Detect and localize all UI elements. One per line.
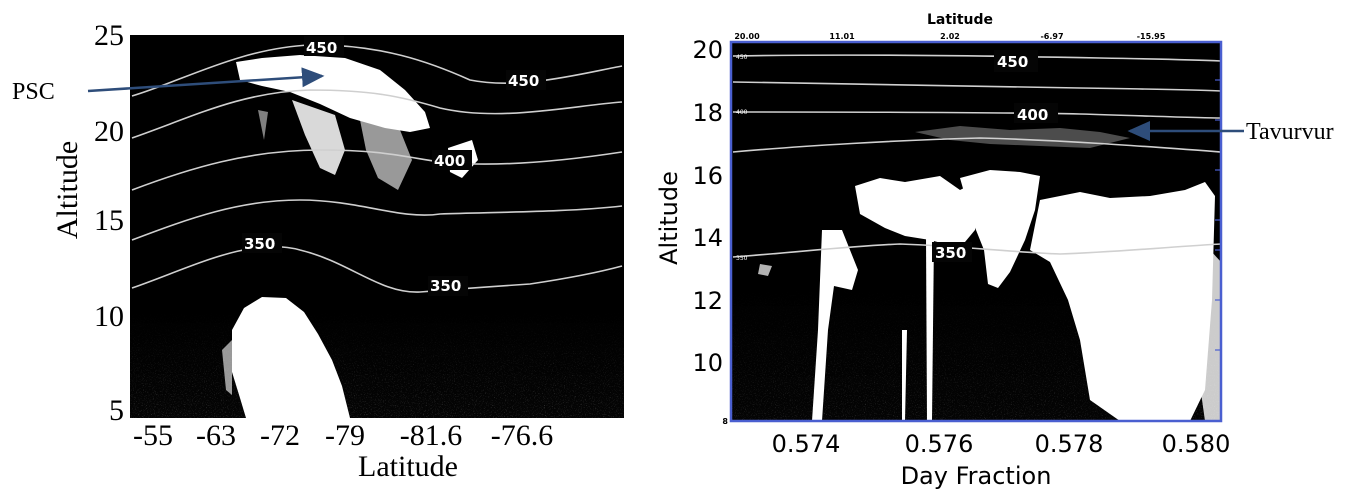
left-y-axis-label: Altitude	[51, 141, 84, 239]
right-chart: 450 400 350 450 400 350 Latitude	[655, 12, 1334, 490]
top-axis-ticks: 20.00 11.01 2.02 -6.97 -15.95	[734, 32, 1165, 41]
left-y-ticks: 5 10 15 20 25	[94, 19, 124, 427]
right-frame	[729, 40, 1223, 423]
cloud-mass-left	[855, 176, 980, 248]
right-x-ticks: 0.574 0.576 0.578 0.580	[772, 430, 1231, 458]
left-y-tick-label: 20	[94, 115, 124, 148]
top-axis-label: Latitude	[927, 12, 993, 28]
left-y-tick-label: 5	[109, 394, 124, 427]
cloud-column-3	[902, 330, 907, 421]
cloud-column-4	[1182, 250, 1221, 421]
left-plot-area: 450 450 400 350 350	[130, 35, 624, 418]
right-y-tick-label: 12	[692, 287, 723, 315]
left-y-tick-label: 15	[94, 204, 124, 237]
left-y-tick-label: 25	[94, 19, 124, 52]
right-y-ticks: 10 12 14 16 18 20	[692, 36, 723, 377]
left-chart: 450 450 400 350 350 5 10 15 20 25 Altitu…	[12, 19, 624, 483]
right-x-tick-label: 0.576	[905, 430, 974, 458]
right-x-tick-label: 0.574	[772, 430, 841, 458]
right-cloud-regions	[758, 170, 1221, 421]
contour-upper-mid	[131, 89, 623, 139]
contour-mid-low	[131, 199, 623, 241]
right-y-tick-label: 18	[692, 99, 723, 127]
left-x-tick-label: -55	[133, 419, 173, 452]
left-x-axis-label: Latitude	[358, 450, 458, 483]
left-contours	[131, 44, 623, 293]
right-y-min-label: 8	[722, 417, 728, 426]
right-plot-area: 450 400 350 450 400 350	[729, 40, 1223, 423]
contour-450	[131, 44, 623, 97]
right-x-tick-label: 0.580	[1162, 430, 1231, 458]
psc-arrow	[87, 67, 325, 93]
psc-cloud	[236, 55, 430, 132]
left-y-tick-label: 10	[94, 300, 124, 333]
right-y-tick-label: 16	[692, 162, 723, 190]
contour-upper	[732, 137, 1222, 153]
left-contour-label: 350	[244, 235, 275, 253]
left-x-tick-label: -81.6	[400, 419, 463, 452]
right-contour-label: 400	[1017, 106, 1048, 124]
top-tick-label: 20.00	[734, 32, 760, 41]
right-y-tick-label: 20	[692, 36, 723, 64]
right-x-axis-label: Day Fraction	[901, 462, 1052, 490]
right-contour-labels: 450 400 350	[932, 50, 1058, 262]
psc-annotation: PSC	[12, 79, 55, 105]
cloud-column-1	[812, 230, 858, 421]
small-cloud	[758, 264, 772, 276]
left-x-tick-label: -72	[260, 419, 300, 452]
tavurvur-annotation: Tavurvur	[1246, 119, 1334, 145]
left-contour-label: 400	[434, 152, 465, 170]
right-frame-ticks	[1215, 79, 1221, 351]
low-cloud	[232, 297, 350, 418]
left-x-tick-label: -79	[325, 419, 365, 452]
top-tick-label: -6.97	[1040, 32, 1063, 41]
right-y-tick-label: 14	[692, 224, 723, 252]
left-contour-label: 450	[508, 72, 539, 90]
contour-350	[732, 243, 1222, 258]
top-tick-label: -15.95	[1137, 32, 1166, 41]
left-contour-label: 450	[306, 39, 337, 57]
cloud-column-2	[926, 236, 934, 421]
left-x-tick-label: -63	[196, 419, 236, 452]
left-x-ticks: -55 -63 -72 -79 -81.6 -76.6	[133, 419, 553, 452]
left-contour-label: 350	[430, 277, 461, 295]
left-cloud-regions	[222, 55, 478, 418]
cloud-mass-center	[960, 170, 1040, 288]
right-small-contour-label: 350	[736, 255, 748, 262]
contour-425	[732, 81, 1222, 92]
left-x-tick-label: -76.6	[491, 419, 554, 452]
right-small-contour-label: 400	[736, 109, 748, 116]
right-y-tick-label: 10	[692, 349, 723, 377]
top-tick-label: 11.01	[829, 32, 855, 41]
right-contour-label: 350	[935, 244, 966, 262]
left-contour-labels: 450 450 400 350 350	[242, 36, 546, 296]
cloud-mass-right	[1030, 182, 1215, 421]
contour-400	[131, 149, 623, 191]
contour-350	[131, 245, 623, 293]
contour-450	[732, 54, 1222, 62]
top-tick-label: 2.02	[940, 32, 960, 41]
psc-tail-2	[360, 120, 412, 190]
psc-tail-4	[258, 110, 268, 140]
right-small-contour-labels: 450 400 350	[736, 54, 748, 262]
right-x-tick-label: 0.578	[1035, 430, 1104, 458]
low-cloud-edge	[222, 340, 232, 395]
right-small-contour-label: 450	[736, 54, 748, 61]
psc-tail-1	[292, 100, 345, 175]
right-contour-label: 450	[997, 53, 1028, 71]
right-y-axis-label: Altitude	[655, 171, 683, 265]
